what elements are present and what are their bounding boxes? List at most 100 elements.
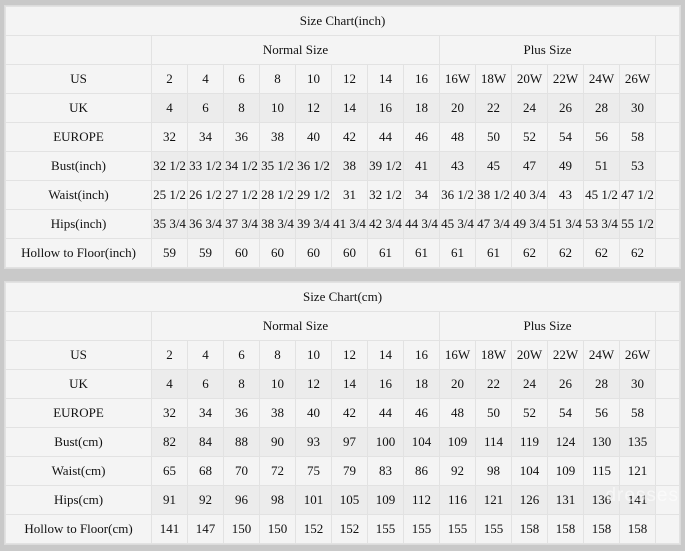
inch-cell-r1-c1: 6 [187, 93, 224, 123]
inch-cell-r1-c10: 24 [511, 93, 548, 123]
cm-cell-r1-c4: 12 [295, 369, 332, 399]
inch-cell-r5-c13: 55 1/2 [619, 209, 656, 239]
inch-row-tail-5 [655, 209, 680, 239]
inch-cell-r5-c5: 41 3/4 [331, 209, 368, 239]
cm-row-tail-5 [655, 485, 680, 515]
inch-cell-r4-c13: 47 1/2 [619, 180, 656, 210]
cm-cell-r5-c4: 101 [295, 485, 332, 515]
table-row: Waist(cm) 65 68 70 72 75 79 83 86 92 98 104 109 115 12… [5, 456, 680, 486]
table-separator [0, 269, 685, 281]
cm-cell-r3-c0: 82 [151, 427, 188, 457]
inch-cell-r4-c4: 29 1/2 [295, 180, 332, 210]
cm-cell-r5-c2: 96 [223, 485, 260, 515]
inch-cell-r2-c10: 52 [511, 122, 548, 152]
inch-cell-r4-c12: 45 1/2 [583, 180, 620, 210]
table-row: Hips(cm) 91 92 96 98 101 105 109 112 116 121 126 131… [5, 485, 680, 515]
cm-cell-r4-c3: 72 [259, 456, 296, 486]
inch-cell-r1-c6: 16 [367, 93, 404, 123]
table-row: UK 4 6 8 10 12 14 16 18 20 22 24 26 28 30 [5, 93, 680, 123]
inch-cell-r3-c3: 35 1/2 [259, 151, 296, 181]
cm-cell-r0-c10: 20W [511, 340, 548, 370]
cm-cell-r2-c10: 52 [511, 398, 548, 428]
inch-row-tail-2 [655, 122, 680, 152]
cm-cell-r3-c3: 90 [259, 427, 296, 457]
inch-cell-r0-c1: 4 [187, 64, 224, 94]
inch-cell-r2-c8: 48 [439, 122, 476, 152]
inch-cell-r3-c12: 51 [583, 151, 620, 181]
cm-cell-r4-c8: 92 [439, 456, 476, 486]
cm-cell-r3-c2: 88 [223, 427, 260, 457]
cm-row-tail-0 [655, 340, 680, 370]
cm-cell-r5-c0: 91 [151, 485, 188, 515]
inch-cell-r5-c9: 47 3/4 [475, 209, 512, 239]
inch-row-tail-6 [655, 238, 680, 268]
cm-cell-r0-c4: 10 [295, 340, 332, 370]
cm-row-tail-1 [655, 369, 680, 399]
cm-cell-r4-c4: 75 [295, 456, 332, 486]
inch-cell-r5-c8: 45 3/4 [439, 209, 476, 239]
cm-cell-r1-c13: 30 [619, 369, 656, 399]
cm-cell-r2-c6: 44 [367, 398, 404, 428]
inch-cell-r3-c4: 36 1/2 [295, 151, 332, 181]
cm-cell-r5-c6: 109 [367, 485, 404, 515]
cm-cell-r5-c13: 141 [619, 485, 656, 515]
cm-cell-r6-c13: 158 [619, 514, 656, 544]
inch-cell-r2-c2: 36 [223, 122, 260, 152]
inch-cell-r4-c3: 28 1/2 [259, 180, 296, 210]
inch-cell-r4-c11: 43 [547, 180, 584, 210]
inch-cell-r6-c5: 60 [331, 238, 368, 268]
cm-cell-r0-c12: 24W [583, 340, 620, 370]
cm-group-tail-cell [655, 311, 680, 341]
cm-cell-r1-c11: 26 [547, 369, 584, 399]
inch-cell-r2-c9: 50 [475, 122, 512, 152]
cm-cell-r0-c3: 8 [259, 340, 296, 370]
inch-cell-r6-c7: 61 [403, 238, 440, 268]
cm-row-label-1: UK [5, 369, 152, 399]
cm-cell-r6-c3: 150 [259, 514, 296, 544]
cm-cell-r6-c9: 155 [475, 514, 512, 544]
cm-cell-r3-c8: 109 [439, 427, 476, 457]
inch-cell-r0-c10: 20W [511, 64, 548, 94]
inch-row-tail-3 [655, 151, 680, 181]
table-row: Waist(inch) 25 1/2 26 1/2 27 1/2 28 1/2 29 1/… [5, 180, 680, 210]
cm-cell-r0-c5: 12 [331, 340, 368, 370]
cm-group-normal-size: Normal Size [151, 311, 440, 341]
cm-cell-r1-c5: 14 [331, 369, 368, 399]
inch-cell-r3-c0: 32 1/2 [151, 151, 188, 181]
inch-cell-r0-c13: 26W [619, 64, 656, 94]
cm-cell-r6-c8: 155 [439, 514, 476, 544]
inch-cell-r0-c7: 16 [403, 64, 440, 94]
inch-cell-r2-c1: 34 [187, 122, 224, 152]
cm-cell-r0-c13: 26W [619, 340, 656, 370]
cm-cell-r2-c1: 34 [187, 398, 224, 428]
cm-cell-r1-c6: 16 [367, 369, 404, 399]
cm-row-label-3: Bust(cm) [5, 427, 152, 457]
inch-cell-r0-c2: 6 [223, 64, 260, 94]
cm-row-tail-4 [655, 456, 680, 486]
table-row: EUROPE 32 34 36 38 40 42 44 46 48 50 52 54 56 58 [5, 122, 680, 152]
inch-cell-r4-c10: 40 3/4 [511, 180, 548, 210]
inch-row-tail-0 [655, 64, 680, 94]
inch-title-row: Size Chart(inch) [5, 6, 680, 36]
cm-cell-r5-c11: 131 [547, 485, 584, 515]
inch-cell-r5-c12: 53 3/4 [583, 209, 620, 239]
inch-cell-r4-c2: 27 1/2 [223, 180, 260, 210]
inch-cell-r4-c6: 32 1/2 [367, 180, 404, 210]
inch-cell-r1-c3: 10 [259, 93, 296, 123]
inch-chart-panel: Size Chart(inch) Normal Size Plus Size US 2 4… [4, 5, 681, 269]
cm-cell-r0-c7: 16 [403, 340, 440, 370]
cm-cell-r0-c11: 22W [547, 340, 584, 370]
cm-cell-r2-c11: 54 [547, 398, 584, 428]
cm-size-table: Size Chart(cm) Normal Size Plus Size US 2 4 6 8… [5, 282, 680, 544]
size-chart-page: Size Chart(inch) Normal Size Plus Size US 2 4… [0, 5, 685, 545]
inch-cell-r0-c12: 24W [583, 64, 620, 94]
inch-cell-r5-c1: 36 3/4 [187, 209, 224, 239]
cm-cell-r6-c4: 152 [295, 514, 332, 544]
table-row: US 2 4 6 8 10 12 14 16 16W 18W 20W 22W 24W 26W [5, 340, 680, 370]
inch-cell-r6-c2: 60 [223, 238, 260, 268]
inch-cell-r0-c5: 12 [331, 64, 368, 94]
cm-cell-r1-c10: 24 [511, 369, 548, 399]
cm-row-label-5: Hips(cm) [5, 485, 152, 515]
inch-row-label-4: Waist(inch) [5, 180, 152, 210]
cm-cell-r3-c1: 84 [187, 427, 224, 457]
